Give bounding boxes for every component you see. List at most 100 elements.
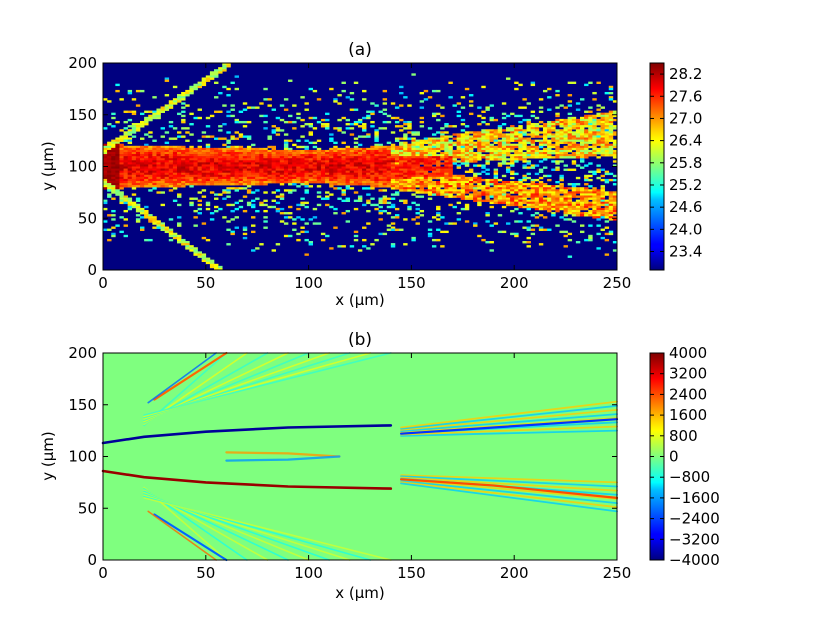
heatmap-cell [427, 154, 433, 157]
heatmap-cell [468, 145, 474, 149]
heatmap-cell [489, 143, 494, 147]
heatmap-cell [329, 170, 334, 174]
heatmap-cell [189, 197, 194, 200]
heatmap-cell [131, 176, 137, 180]
heatmap-cell [222, 180, 227, 184]
heatmap-cell [382, 183, 388, 186]
heatmap-cell [600, 137, 605, 140]
heatmap-cell [555, 185, 560, 188]
heatmap-cell [444, 189, 449, 192]
heatmap-cell [238, 160, 244, 163]
heatmap-cell [353, 120, 359, 124]
heatmap-cell [563, 203, 568, 207]
heatmap-cell [168, 156, 174, 159]
heatmap-cell [485, 197, 490, 200]
heatmap-cell [567, 135, 573, 138]
heatmap-cell [271, 108, 276, 111]
heatmap-cell [390, 172, 396, 176]
heatmap-cell [514, 199, 519, 202]
heatmap-cell [246, 191, 252, 194]
heatmap-cell [608, 96, 614, 99]
heatmap-cell [460, 123, 466, 126]
heatmap-cell [555, 118, 560, 122]
heatmap-cell [164, 147, 170, 151]
heatmap-cell [362, 166, 367, 169]
heatmap-cell [193, 172, 198, 176]
heatmap-cell [436, 139, 441, 142]
heatmap-cell [144, 162, 149, 165]
heatmap-cell [526, 183, 531, 186]
heatmap-cell [374, 139, 379, 142]
heatmap-cell [427, 141, 433, 145]
heatmap-cell [575, 133, 581, 136]
heatmap-cell [164, 158, 170, 161]
heatmap-cell [111, 180, 116, 184]
heatmap-cell [415, 149, 420, 153]
heatmap-cell [131, 154, 137, 157]
heatmap-cell [119, 180, 124, 184]
heatmap-cell [448, 191, 453, 194]
heatmap-cell [542, 228, 548, 231]
heatmap-cell [584, 189, 589, 192]
heatmap-cell [530, 197, 536, 200]
heatmap-cell [600, 193, 605, 196]
heatmap-cell [234, 118, 239, 122]
heatmap-cell [218, 158, 223, 161]
heatmap-cell [300, 125, 305, 128]
heatmap-cell [333, 160, 338, 163]
heatmap-cell [567, 255, 573, 258]
heatmap-cell [267, 98, 272, 101]
heatmap-cell [197, 191, 202, 194]
heatmap-cell [481, 164, 486, 167]
heatmap-cell [320, 160, 326, 163]
heatmap-cell [407, 164, 412, 167]
heatmap-cell [234, 183, 239, 186]
heatmap-cell [584, 110, 589, 113]
heatmap-cell [209, 147, 215, 151]
heatmap-cell [477, 172, 482, 176]
heatmap-cell [135, 209, 141, 213]
heatmap-cell [464, 220, 470, 223]
heatmap-cell [234, 160, 239, 163]
heatmap-cell [374, 203, 379, 207]
heatmap-cell [275, 168, 281, 171]
heatmap-cell [329, 152, 334, 155]
heatmap-cell [152, 152, 157, 155]
heatmap-cell [177, 174, 182, 178]
heatmap-cell [571, 118, 577, 122]
heatmap-cell [214, 152, 219, 155]
heatmap-cell [403, 183, 408, 186]
heatmap-cell [168, 168, 174, 171]
heatmap-cell [131, 201, 137, 205]
heatmap-cell [349, 149, 355, 153]
heatmap-cell [436, 183, 441, 186]
heatmap-cell [160, 160, 165, 163]
heatmap-cell [600, 145, 605, 149]
heatmap-cell [205, 203, 211, 207]
heatmap-cell [559, 156, 564, 159]
heatmap-cell [419, 187, 425, 190]
heatmap-cell [135, 89, 141, 93]
heatmap-cell [530, 187, 536, 190]
heatmap-cell [349, 168, 355, 171]
heatmap-cell [123, 218, 128, 221]
heatmap-cell [444, 187, 449, 190]
heatmap-cell [600, 135, 605, 138]
heatmap-cell [316, 174, 322, 178]
heatmap-cell [464, 143, 470, 147]
heatmap-cell [468, 135, 474, 138]
heatmap-cell [551, 135, 556, 138]
heatmap-cell [185, 166, 190, 169]
heatmap-cell [538, 243, 544, 246]
heatmap-cell [304, 253, 309, 256]
heatmap-cell [172, 183, 178, 186]
heatmap-cell [505, 137, 511, 140]
heatmap-cell [604, 116, 610, 120]
heatmap-cell [489, 158, 494, 161]
heatmap-cell [423, 162, 429, 165]
heatmap-cell [382, 195, 388, 198]
heatmap-cell [378, 178, 383, 182]
heatmap-cell [119, 149, 124, 153]
heatmap-cell [436, 166, 441, 169]
heatmap-cell [571, 133, 577, 136]
